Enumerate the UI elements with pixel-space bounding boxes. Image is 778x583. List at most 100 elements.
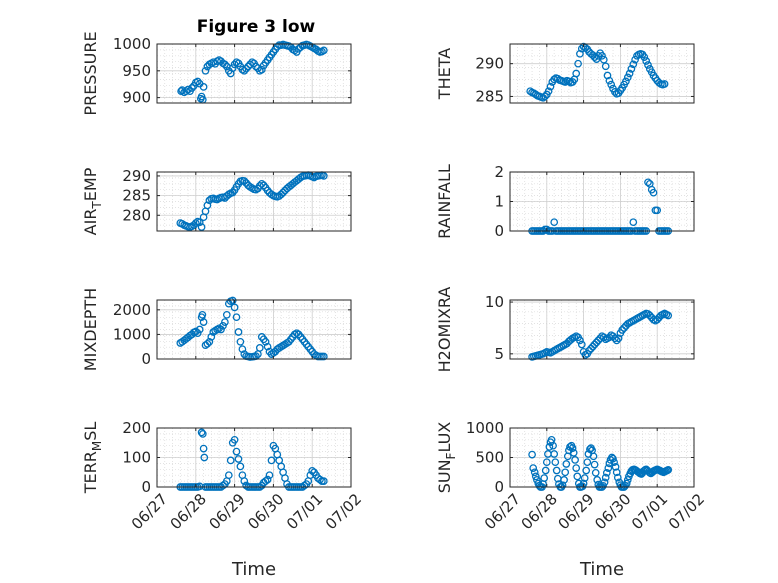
data-point bbox=[611, 334, 619, 343]
data-point bbox=[228, 64, 237, 72]
x-tick-label: 06/29 bbox=[554, 490, 597, 533]
data-point bbox=[267, 456, 276, 465]
data-point bbox=[583, 458, 592, 467]
x-tick-label: 07/01 bbox=[628, 490, 671, 533]
y-axis-label-subscript: M bbox=[90, 441, 104, 451]
data-point bbox=[561, 468, 570, 477]
data-point bbox=[599, 333, 608, 342]
data-point bbox=[199, 318, 208, 326]
data-point bbox=[604, 464, 613, 472]
data-point bbox=[198, 310, 207, 319]
y-axis-label: PRESSURE bbox=[81, 31, 100, 115]
data-point bbox=[319, 352, 328, 361]
data-point bbox=[242, 64, 251, 73]
data-point bbox=[623, 476, 632, 484]
data-point bbox=[544, 87, 553, 96]
data-point bbox=[613, 473, 622, 482]
data-point bbox=[261, 477, 270, 485]
data-point bbox=[542, 458, 551, 467]
data-point bbox=[631, 55, 639, 64]
data-point bbox=[629, 218, 638, 227]
axes-frame bbox=[509, 43, 695, 104]
data-point bbox=[263, 342, 272, 351]
data-point bbox=[627, 65, 636, 73]
data-point bbox=[664, 311, 673, 320]
plot-area bbox=[510, 300, 694, 359]
y-tick-label: 0 bbox=[494, 478, 504, 496]
data-series bbox=[177, 40, 328, 104]
data-point bbox=[649, 188, 658, 197]
data-point bbox=[664, 466, 673, 474]
data-point bbox=[623, 73, 632, 82]
data-point bbox=[277, 190, 286, 199]
x-tick-label: 07/02 bbox=[322, 490, 365, 533]
data-point bbox=[182, 87, 190, 96]
data-point bbox=[240, 350, 249, 358]
data-point bbox=[191, 327, 200, 336]
data-point bbox=[576, 336, 584, 345]
x-tick-label: 06/28 bbox=[167, 490, 210, 533]
y-tick-label: 290 bbox=[475, 55, 504, 73]
axes-frame bbox=[156, 299, 352, 360]
subplot-6: 5 10 H2OMIXRA bbox=[435, 287, 695, 372]
x-tick-label: 06/29 bbox=[205, 490, 248, 533]
data-point bbox=[319, 477, 328, 485]
y-axis-label-tail: SL bbox=[81, 422, 100, 441]
data-point bbox=[261, 337, 270, 346]
data-point bbox=[562, 460, 571, 468]
axes-frame bbox=[509, 299, 695, 360]
data-point bbox=[219, 481, 227, 490]
y-axis-label-tail: LUX bbox=[435, 422, 454, 453]
subplot-4: 0 1 2 RAINFALL bbox=[435, 163, 695, 240]
data-point bbox=[308, 466, 317, 475]
data-point bbox=[531, 472, 540, 481]
y-tick-label: 2 bbox=[494, 163, 504, 181]
x-tick-label: 07/02 bbox=[665, 490, 708, 533]
data-point bbox=[601, 62, 610, 71]
y-tick-label: 280 bbox=[122, 206, 151, 224]
data-point bbox=[561, 78, 570, 86]
data-point bbox=[209, 328, 218, 336]
data-point bbox=[590, 53, 599, 61]
data-point bbox=[257, 65, 266, 74]
data-point bbox=[219, 321, 227, 330]
data-point bbox=[530, 468, 539, 477]
data-point bbox=[240, 477, 249, 485]
data-point bbox=[319, 46, 328, 55]
data-point bbox=[207, 333, 216, 341]
y-tick-label: 1000 bbox=[113, 35, 151, 53]
data-point bbox=[549, 441, 557, 450]
data-point bbox=[600, 478, 609, 487]
data-point bbox=[222, 310, 231, 319]
y-axis-label-main: AIR bbox=[81, 209, 100, 236]
data-point bbox=[591, 468, 600, 477]
y-axis-label-subscript: T bbox=[90, 201, 104, 210]
figure-title: Figure 3 low bbox=[197, 17, 316, 37]
x-tick-label: 06/27 bbox=[481, 490, 524, 533]
x-tick-label: 07/01 bbox=[283, 490, 326, 533]
data-point bbox=[644, 61, 652, 69]
data-point bbox=[290, 46, 299, 55]
data-point bbox=[572, 69, 581, 78]
data-point bbox=[257, 179, 266, 188]
x-axis-label: Time bbox=[231, 559, 276, 580]
data-point bbox=[201, 66, 210, 75]
data-point bbox=[195, 218, 204, 227]
data-point bbox=[230, 435, 239, 444]
data-point bbox=[625, 69, 634, 78]
data-point bbox=[593, 476, 602, 484]
data-point bbox=[195, 325, 204, 334]
data-point bbox=[611, 463, 620, 471]
data-point bbox=[589, 452, 598, 461]
data-point bbox=[199, 444, 208, 453]
data-point bbox=[193, 77, 202, 86]
data-point bbox=[590, 460, 599, 469]
data-point bbox=[279, 188, 287, 197]
y-axis-label: SUNFLUX bbox=[435, 422, 458, 494]
data-point bbox=[240, 66, 249, 75]
data-point bbox=[200, 453, 209, 462]
